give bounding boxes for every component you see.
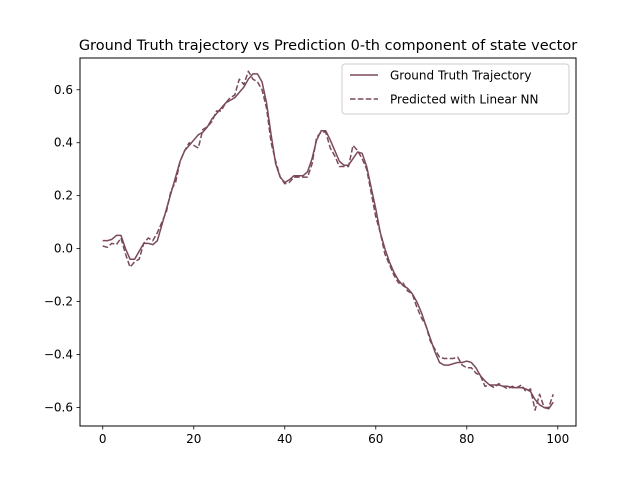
x-tick-label: 40 bbox=[277, 432, 292, 446]
y-tick-label: 0.2 bbox=[54, 189, 73, 203]
x-tick-label: 60 bbox=[368, 432, 383, 446]
series-layer bbox=[102, 70, 554, 411]
x-tick-label: 80 bbox=[459, 432, 474, 446]
y-tick-label: −0.4 bbox=[44, 348, 73, 362]
legend-label-predicted: Predicted with Linear NN bbox=[390, 93, 538, 107]
y-tick-label: −0.6 bbox=[44, 400, 73, 414]
y-tick-label: 0.6 bbox=[54, 83, 73, 97]
x-tick-label: 0 bbox=[99, 432, 107, 446]
y-tick-label: 0.0 bbox=[54, 242, 73, 256]
axis-ticks: 0 20 40 60 80 100 −0.6 −0.4 −0.2 0.0 0.2 0.4 0.6 bbox=[44, 83, 569, 446]
legend-label-ground-truth: Ground Truth Trajectory bbox=[390, 69, 531, 83]
series-line-predicted bbox=[102, 70, 554, 411]
plot-area bbox=[79, 57, 577, 427]
x-tick-label: 100 bbox=[546, 432, 569, 446]
y-tick-label: −0.2 bbox=[44, 295, 73, 309]
y-tick-label: 0.4 bbox=[54, 136, 73, 150]
chart-title: Ground Truth trajectory vs Prediction 0-… bbox=[79, 38, 577, 54]
x-tick-label: 20 bbox=[186, 432, 201, 446]
legend-box bbox=[341, 63, 570, 115]
series-line-ground-truth bbox=[102, 73, 554, 410]
legend: Ground Truth Trajectory Predicted with L… bbox=[341, 63, 570, 115]
